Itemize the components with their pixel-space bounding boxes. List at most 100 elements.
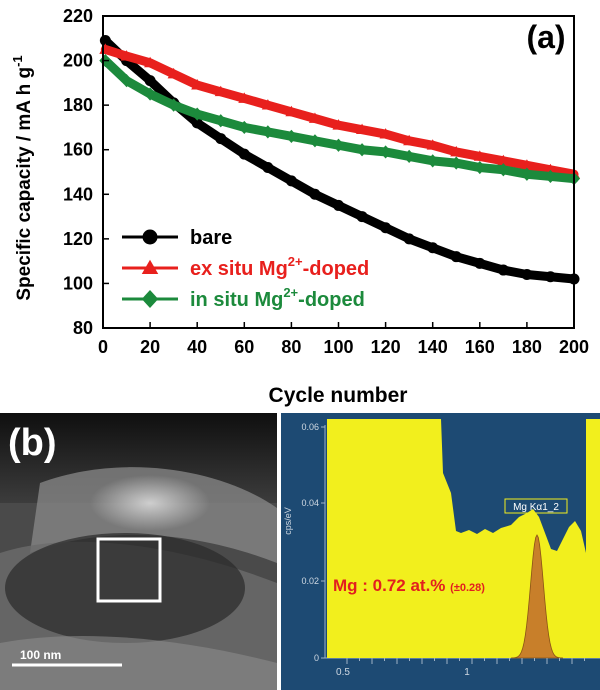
legend-label: ex situ Mg2+-doped <box>190 254 369 280</box>
data-point <box>285 175 297 187</box>
data-point <box>497 154 510 166</box>
data-point <box>497 163 510 177</box>
data-point <box>520 159 533 170</box>
y-tick-label: 80 <box>73 318 93 338</box>
data-point <box>544 271 556 283</box>
eds-mg-peak <box>510 534 564 659</box>
x-tick-label: 80 <box>281 337 301 357</box>
eds-y-tick-label: 0.04 <box>301 498 319 508</box>
roi-box <box>96 537 162 603</box>
data-point <box>473 150 486 161</box>
eds-peak-label-box: Mg Kα1_2 <box>504 498 568 514</box>
x-axis-label: Cycle number <box>269 384 408 407</box>
y-tick-label: 120 <box>63 229 93 249</box>
x-tick-label: 200 <box>559 337 589 357</box>
eds-spectrum-edge <box>586 419 600 658</box>
scale-bar-label: 100 nm <box>20 648 61 662</box>
data-point <box>238 148 250 160</box>
eds-spectrum-panel: cps/eV 0 0.02 0.04 0.06 0.5 1 Mg Kα1_2 Mg : 0… <box>281 413 600 690</box>
data-point <box>167 98 180 112</box>
panel-label-b: (b) <box>8 422 57 464</box>
x-tick-label: 100 <box>323 337 353 357</box>
legend-marker <box>141 290 159 308</box>
data-point <box>309 188 321 200</box>
data-point <box>120 74 133 88</box>
y-tick-label: 220 <box>63 6 93 26</box>
eds-annotation-error: (±0.28) <box>450 582 485 594</box>
data-point <box>426 154 439 168</box>
data-point <box>144 87 157 101</box>
data-point <box>450 156 463 170</box>
y-tick-label: 100 <box>63 273 93 293</box>
data-point <box>332 119 345 130</box>
data-point <box>356 211 368 223</box>
data-point <box>308 134 321 148</box>
data-point <box>120 50 133 61</box>
y-tick-label: 140 <box>63 184 93 204</box>
x-tick-label: 0 <box>98 337 108 357</box>
data-point <box>238 92 251 103</box>
data-point <box>262 162 274 174</box>
eds-annotation-main: Mg : 0.72 at.% <box>333 576 445 595</box>
data-point <box>380 222 392 234</box>
data-point <box>544 163 557 175</box>
data-point <box>427 242 439 254</box>
data-point <box>191 107 204 121</box>
data-point <box>308 112 321 123</box>
data-point <box>450 251 462 263</box>
data-point <box>426 139 439 150</box>
data-point <box>167 67 180 79</box>
eds-y-axis-label: cps/eV <box>283 507 293 535</box>
x-tick-label: 20 <box>140 337 160 357</box>
data-point <box>520 167 533 181</box>
eds-peak-label: Mg Kα1_2 <box>513 502 559 513</box>
data-point <box>403 233 415 245</box>
data-point <box>191 117 203 129</box>
legend-label: in situ Mg2+-doped <box>190 285 365 311</box>
data-point <box>333 199 344 211</box>
data-point <box>285 129 298 143</box>
y-tick-label: 200 <box>63 51 93 71</box>
data-point <box>379 145 392 159</box>
eds-x-tick-label: 0.5 <box>336 667 350 678</box>
y-axis-label-main: Specific capacity / mA h g <box>14 67 35 301</box>
data-point <box>144 56 157 68</box>
y-tick-label: 160 <box>63 140 93 160</box>
data-point <box>215 133 227 145</box>
x-tick-label: 140 <box>418 337 448 357</box>
data-point <box>191 79 204 90</box>
y-axis-label-sup: -1 <box>10 55 25 67</box>
eds-annotation: Mg : 0.72 at.% (±0.28) <box>333 576 485 595</box>
x-tick-label: 120 <box>371 337 401 357</box>
data-point <box>474 257 486 269</box>
eds-y-tick-label: 0.02 <box>301 576 319 586</box>
eds-x-tick-label: 1 <box>464 667 470 678</box>
capacity-chart: 0 20 40 60 80 100 120 140 160 180 200 80 100 120 140 16… <box>10 6 590 407</box>
x-tick-label: 60 <box>234 337 254 357</box>
eds-spectrum-area <box>327 419 586 658</box>
data-point <box>356 143 369 157</box>
legend-label: bare <box>190 227 232 249</box>
series-2 <box>99 53 581 186</box>
eds-y-tick-label: 0 <box>314 653 319 663</box>
data-point <box>285 105 298 117</box>
chart-legend: bare ex situ Mg2+-doped in situ Mg2+-doped <box>122 227 369 311</box>
legend-marker <box>142 229 158 245</box>
data-point <box>403 134 416 146</box>
chart-axes: 0 20 40 60 80 100 120 140 160 180 200 80 100 120 140 16… <box>63 6 589 357</box>
x-tick-label: 160 <box>465 337 495 357</box>
data-point <box>261 99 274 110</box>
data-point <box>238 120 251 135</box>
data-point <box>379 128 392 139</box>
data-point <box>403 149 416 163</box>
data-point <box>144 75 156 87</box>
x-tick-label: 40 <box>187 337 207 357</box>
data-point <box>450 145 463 157</box>
data-point <box>497 264 509 276</box>
data-point <box>332 138 345 152</box>
legend-marker <box>141 259 159 274</box>
data-point <box>261 125 274 139</box>
eds-y-tick-label: 0.06 <box>301 422 319 432</box>
x-tick-label: 180 <box>512 337 542 357</box>
tem-image: 100 nm (b) <box>0 413 277 690</box>
